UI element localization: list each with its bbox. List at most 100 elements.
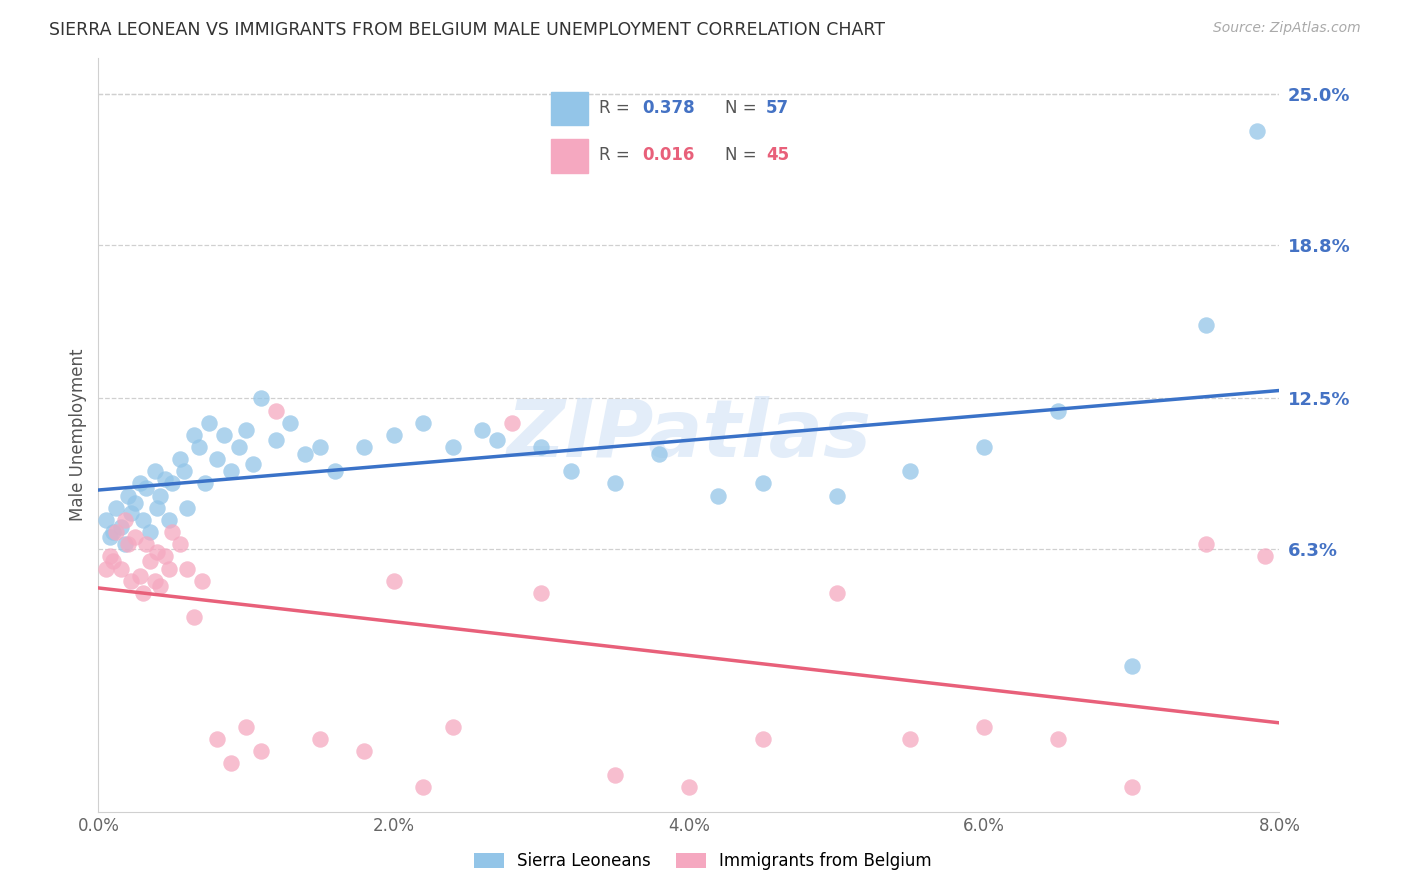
Point bbox=[973, 440, 995, 454]
Point bbox=[169, 452, 191, 467]
Point bbox=[382, 427, 405, 442]
Point bbox=[149, 489, 172, 503]
Point bbox=[117, 537, 139, 551]
Point bbox=[1046, 731, 1070, 746]
Point bbox=[648, 447, 671, 461]
Point bbox=[323, 464, 346, 478]
Point bbox=[973, 720, 995, 734]
Point bbox=[132, 513, 155, 527]
Point bbox=[900, 731, 922, 746]
Point bbox=[1195, 537, 1218, 551]
Point bbox=[678, 780, 700, 795]
Point bbox=[143, 574, 166, 588]
Point bbox=[110, 561, 132, 575]
Point bbox=[441, 720, 464, 734]
Text: Source: ZipAtlas.com: Source: ZipAtlas.com bbox=[1213, 21, 1361, 36]
Point bbox=[103, 525, 125, 540]
Point bbox=[309, 731, 332, 746]
Point bbox=[153, 472, 176, 486]
Point bbox=[183, 610, 205, 624]
Point bbox=[105, 500, 128, 515]
Text: 45: 45 bbox=[766, 145, 789, 163]
Point bbox=[1121, 658, 1143, 673]
Point bbox=[1195, 318, 1218, 333]
Point bbox=[176, 561, 198, 575]
Point bbox=[250, 392, 273, 406]
Point bbox=[530, 440, 553, 454]
Point bbox=[146, 544, 169, 558]
Point bbox=[1254, 549, 1277, 564]
Point bbox=[139, 525, 162, 540]
Point bbox=[752, 731, 775, 746]
Point bbox=[157, 513, 180, 527]
Point bbox=[187, 440, 209, 454]
Point bbox=[530, 586, 553, 600]
Point bbox=[441, 440, 464, 454]
Legend: Sierra Leoneans, Immigrants from Belgium: Sierra Leoneans, Immigrants from Belgium bbox=[467, 846, 939, 877]
Text: N =: N = bbox=[724, 100, 762, 118]
Point bbox=[128, 476, 150, 491]
Point bbox=[117, 489, 139, 503]
Point bbox=[146, 500, 169, 515]
Point bbox=[221, 464, 243, 478]
Point bbox=[103, 554, 125, 568]
Point bbox=[250, 744, 273, 758]
Point bbox=[228, 440, 250, 454]
Point bbox=[191, 574, 214, 588]
Point bbox=[605, 768, 627, 782]
Text: 0.016: 0.016 bbox=[643, 145, 695, 163]
Point bbox=[353, 744, 375, 758]
Point bbox=[153, 549, 176, 564]
Point bbox=[501, 416, 523, 430]
Point bbox=[205, 731, 228, 746]
Point bbox=[353, 440, 375, 454]
Point bbox=[135, 481, 157, 495]
Point bbox=[120, 506, 142, 520]
Point bbox=[98, 530, 121, 544]
Point bbox=[135, 537, 157, 551]
Point bbox=[105, 525, 128, 540]
Text: 0.378: 0.378 bbox=[643, 100, 695, 118]
Point bbox=[124, 496, 146, 510]
Text: ZIPatlas: ZIPatlas bbox=[506, 396, 872, 474]
Point bbox=[235, 720, 257, 734]
Point bbox=[128, 569, 150, 583]
Text: R =: R = bbox=[599, 100, 636, 118]
Point bbox=[471, 423, 494, 437]
Point bbox=[382, 574, 405, 588]
Point bbox=[157, 561, 180, 575]
Point bbox=[1046, 403, 1070, 417]
Point bbox=[169, 537, 191, 551]
Point bbox=[176, 500, 198, 515]
Point bbox=[124, 530, 146, 544]
Point bbox=[605, 476, 627, 491]
Point bbox=[280, 416, 302, 430]
Text: 57: 57 bbox=[766, 100, 789, 118]
Point bbox=[162, 476, 183, 491]
Point bbox=[194, 476, 217, 491]
Point bbox=[294, 447, 316, 461]
Point bbox=[139, 554, 162, 568]
Point bbox=[264, 403, 287, 417]
Bar bbox=[551, 92, 588, 126]
Point bbox=[114, 537, 136, 551]
Point bbox=[752, 476, 775, 491]
Point bbox=[221, 756, 243, 770]
Point bbox=[98, 549, 121, 564]
Point bbox=[132, 586, 155, 600]
Point bbox=[173, 464, 195, 478]
Point bbox=[94, 561, 117, 575]
Point bbox=[707, 489, 730, 503]
Point bbox=[900, 464, 922, 478]
Point bbox=[110, 520, 132, 534]
Point bbox=[114, 513, 136, 527]
Text: N =: N = bbox=[724, 145, 762, 163]
Point bbox=[198, 416, 221, 430]
Point bbox=[1121, 780, 1143, 795]
Point bbox=[309, 440, 332, 454]
Point bbox=[412, 780, 434, 795]
Point bbox=[412, 416, 434, 430]
Text: R =: R = bbox=[599, 145, 636, 163]
Bar bbox=[551, 139, 588, 173]
Point bbox=[1246, 124, 1268, 138]
